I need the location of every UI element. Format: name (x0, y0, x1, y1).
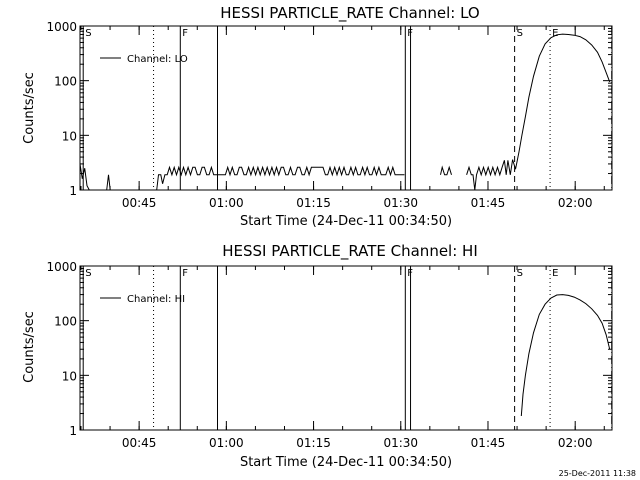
event-flag-label-lo: E (552, 28, 558, 39)
x-tick-label-lo: 00:45 (122, 196, 157, 210)
y-tick-label-lo: 1 (69, 184, 77, 198)
event-flag-label-lo: F (182, 28, 188, 39)
y-tick-label-hi: 1000 (46, 260, 77, 274)
y-axis-label-hi: Counts/sec (22, 311, 37, 383)
legend-label-hi: Channel: HI (127, 294, 185, 305)
event-flag-label-lo: S (517, 28, 523, 39)
y-tick-label-lo: 1000 (46, 20, 77, 34)
data-series-line-hi (520, 294, 611, 417)
y-tick-label-lo: 10 (62, 129, 77, 143)
x-axis-label-hi: Start Time (24-Dec-11 00:34:50) (240, 455, 452, 470)
chart-title-hi: HESSI PARTICLE_RATE Channel: HI (222, 242, 478, 261)
panel-hi: HESSI PARTICLE_RATE Channel: HI Counts/s… (22, 242, 613, 470)
x-tick-label-lo: 02:00 (558, 196, 593, 210)
data-series-line-lo (106, 174, 111, 191)
x-tick-label-lo: 01:15 (296, 196, 331, 210)
x-tick-label-lo: 01:30 (383, 196, 418, 210)
y-tick-label-hi: 100 (54, 315, 77, 329)
x-tick-label-hi: 01:00 (209, 436, 244, 450)
event-flag-label-hi: F (182, 268, 188, 279)
y-tick-label-lo: 100 (54, 75, 77, 89)
footer-timestamp: 25-Dec-2011 11:38 (559, 469, 636, 478)
x-tick-label-hi: 01:15 (296, 436, 331, 450)
y-tick-label-hi: 1 (69, 424, 77, 438)
event-flag-label-lo: S (85, 28, 91, 39)
x-axis-label-lo: Start Time (24-Dec-11 00:34:50) (240, 214, 452, 229)
data-series-line-lo (466, 33, 611, 191)
event-flag-label-hi: S (517, 268, 523, 279)
y-tick-label-hi: 10 (62, 369, 77, 383)
data-series-line-lo (440, 165, 452, 176)
panel-lo: HESSI PARTICLE_RATE Channel: LO Counts/s… (22, 4, 613, 229)
y-axis-label-lo: Counts/sec (22, 72, 37, 144)
x-tick-label-lo: 01:45 (471, 196, 506, 210)
data-series-line-lo (156, 165, 405, 191)
x-tick-label-hi: 01:30 (383, 436, 418, 450)
data-series-line-lo (79, 163, 90, 191)
x-tick-label-hi: 00:45 (122, 436, 157, 450)
legend-label-lo: Channel: LO (127, 54, 188, 65)
event-flag-label-hi: E (552, 268, 558, 279)
x-tick-label-hi: 02:00 (558, 436, 593, 450)
event-flag-label-hi: S (85, 268, 91, 279)
chart-title-lo: HESSI PARTICLE_RATE Channel: LO (220, 4, 479, 23)
x-tick-label-lo: 01:00 (209, 196, 244, 210)
x-tick-label-hi: 01:45 (471, 436, 506, 450)
